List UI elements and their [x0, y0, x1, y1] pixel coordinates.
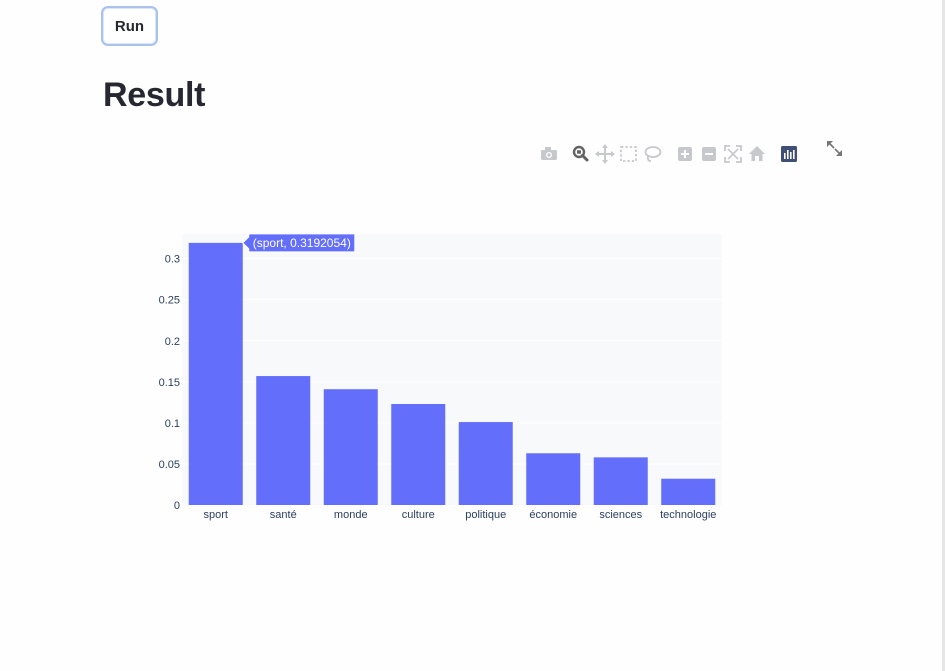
- x-tick-label: économie: [529, 509, 577, 521]
- autoscale-icon[interactable]: [724, 145, 742, 163]
- scrollbar-track[interactable]: [942, 0, 945, 671]
- y-tick-label: 0.3: [165, 254, 180, 266]
- x-tick-label: santé: [270, 509, 297, 521]
- camera-icon[interactable]: [541, 147, 557, 160]
- bar-sport[interactable]: [188, 242, 243, 505]
- bar-culture[interactable]: [391, 403, 446, 505]
- plotly-logo-icon[interactable]: [781, 146, 797, 162]
- y-tick-label: 0: [174, 500, 180, 512]
- x-tick-label: monde: [334, 509, 368, 521]
- bar-économie[interactable]: [526, 453, 581, 505]
- bars: [188, 242, 716, 505]
- zoom-out-icon[interactable]: [702, 147, 716, 161]
- y-tick-label: 0.1: [165, 418, 180, 430]
- x-tick-label: technologie: [660, 509, 716, 521]
- y-tick-label: 0.2: [165, 336, 180, 348]
- hover-tooltip: (sport, 0.3192054): [242, 233, 356, 253]
- x-tick-label: culture: [402, 509, 435, 521]
- y-axis-ticks: 0 0.05 0.1 0.15 0.2 0.25 0.3: [159, 254, 180, 512]
- y-tick-label: 0.15: [159, 377, 180, 389]
- bar-santé[interactable]: [256, 376, 311, 505]
- y-tick-label: 0.05: [159, 459, 180, 471]
- reset-axes-icon[interactable]: [749, 146, 765, 161]
- hover-label-text: (sport, 0.3192054): [253, 236, 351, 250]
- lasso-select-icon[interactable]: [644, 146, 662, 162]
- bar-technologie[interactable]: [661, 478, 716, 505]
- fullscreen-icon[interactable]: [827, 141, 842, 156]
- x-axis-ticks: sport santé monde culture politique économie s…: [204, 509, 717, 521]
- zoom-in-icon[interactable]: [678, 147, 692, 161]
- bar-politique[interactable]: [458, 422, 513, 505]
- x-tick-label: sport: [204, 509, 228, 521]
- bar-sciences[interactable]: [593, 457, 648, 505]
- run-button[interactable]: Run: [101, 6, 158, 46]
- hover-label-box: [242, 233, 356, 253]
- pan-icon[interactable]: [595, 144, 615, 164]
- x-tick-label: politique: [465, 509, 506, 521]
- page-title: Result: [103, 76, 206, 114]
- x-tick-label: sciences: [599, 509, 642, 521]
- y-tick-label: 0.25: [159, 295, 180, 307]
- zoom-icon[interactable]: [572, 145, 589, 162]
- bar-monde[interactable]: [323, 389, 378, 505]
- box-select-icon[interactable]: [620, 146, 637, 162]
